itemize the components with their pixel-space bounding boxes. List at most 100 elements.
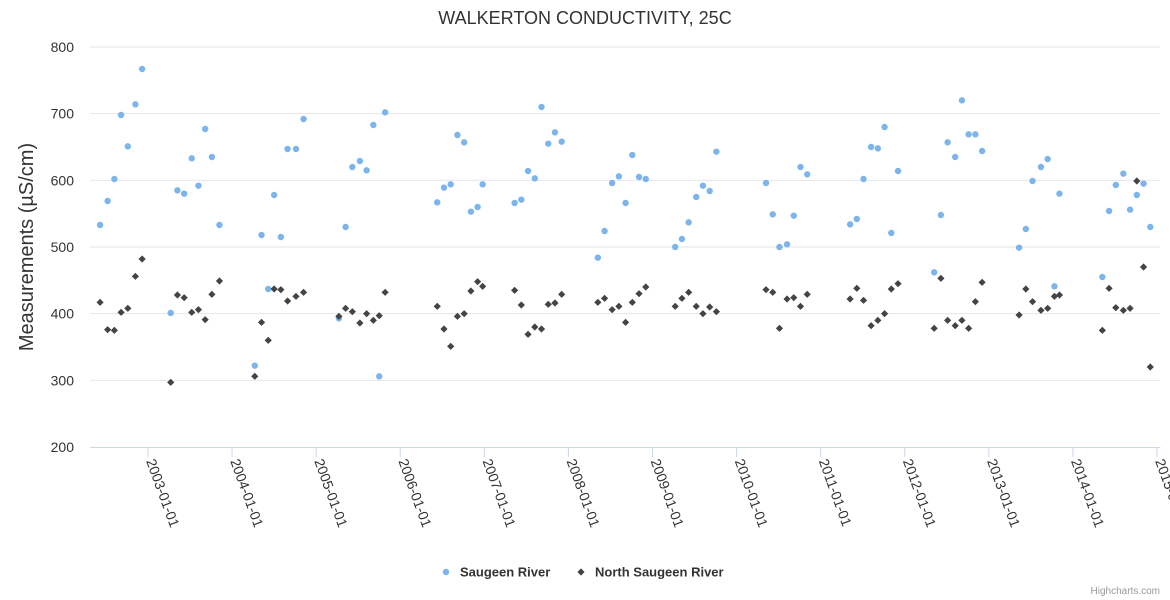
data-point[interactable] <box>511 286 519 294</box>
data-point[interactable] <box>517 301 525 309</box>
data-point[interactable] <box>601 227 608 235</box>
data-point[interactable] <box>1105 207 1113 215</box>
data-point[interactable] <box>215 277 224 285</box>
data-point[interactable] <box>173 291 182 299</box>
data-point[interactable] <box>775 324 784 332</box>
data-point[interactable] <box>440 184 448 191</box>
data-point[interactable] <box>342 223 349 231</box>
data-point[interactable] <box>608 179 616 187</box>
data-point[interactable] <box>363 310 371 318</box>
data-point[interactable] <box>369 316 377 324</box>
data-point[interactable] <box>270 191 278 199</box>
data-point[interactable] <box>251 372 259 380</box>
data-point[interactable] <box>1028 298 1037 306</box>
data-point[interactable] <box>846 295 854 303</box>
data-point[interactable] <box>348 308 356 316</box>
data-point[interactable] <box>978 278 986 286</box>
data-point[interactable] <box>642 283 650 291</box>
data-point[interactable] <box>1112 304 1120 312</box>
data-point[interactable] <box>96 298 104 306</box>
data-point[interactable] <box>381 288 389 296</box>
data-point[interactable] <box>699 310 707 318</box>
data-point[interactable] <box>972 131 979 138</box>
data-point[interactable] <box>1119 306 1127 314</box>
data-point[interactable] <box>594 298 602 306</box>
data-point[interactable] <box>258 231 265 239</box>
data-point[interactable] <box>958 316 966 324</box>
data-point[interactable] <box>299 288 308 296</box>
data-point[interactable] <box>874 145 882 152</box>
data-point[interactable] <box>195 182 202 189</box>
data-point[interactable] <box>776 243 783 251</box>
data-point[interactable] <box>188 155 195 162</box>
data-point[interactable] <box>363 167 370 174</box>
data-point[interactable] <box>971 298 979 306</box>
data-point[interactable] <box>1098 326 1106 334</box>
data-point[interactable] <box>622 199 629 207</box>
data-point[interactable] <box>1015 311 1023 319</box>
data-point[interactable] <box>341 304 350 312</box>
data-point[interactable] <box>265 285 272 293</box>
data-point[interactable] <box>804 171 811 178</box>
data-point[interactable] <box>853 284 861 292</box>
data-point[interactable] <box>930 324 938 332</box>
data-point[interactable] <box>264 336 272 344</box>
data-point[interactable] <box>642 175 649 183</box>
data-point[interactable] <box>790 212 797 219</box>
data-point[interactable] <box>447 181 454 188</box>
data-point[interactable] <box>621 318 630 326</box>
data-point[interactable] <box>434 199 441 206</box>
data-point[interactable] <box>138 65 146 73</box>
data-point[interactable] <box>693 193 700 201</box>
data-point[interactable] <box>284 145 291 153</box>
data-point[interactable] <box>474 278 482 286</box>
data-point[interactable] <box>1140 180 1147 187</box>
data-point[interactable] <box>1139 263 1148 271</box>
data-point[interactable] <box>881 123 888 131</box>
data-point[interactable] <box>551 129 559 136</box>
data-point[interactable] <box>201 125 209 133</box>
data-point[interactable] <box>1147 223 1154 231</box>
data-point[interactable] <box>370 121 377 129</box>
data-point[interactable] <box>783 241 791 248</box>
data-point[interactable] <box>1037 163 1045 171</box>
data-point[interactable] <box>769 288 777 296</box>
data-point[interactable] <box>608 306 616 314</box>
data-point[interactable] <box>692 302 700 310</box>
data-point[interactable] <box>349 163 356 171</box>
data-point[interactable] <box>1029 177 1036 185</box>
data-point[interactable] <box>672 243 679 251</box>
data-point[interactable] <box>479 282 487 290</box>
data-point[interactable] <box>1022 225 1030 233</box>
data-point[interactable] <box>524 167 532 175</box>
data-point[interactable] <box>467 208 475 215</box>
data-point[interactable] <box>376 373 383 380</box>
data-point[interactable] <box>887 285 895 293</box>
data-point[interactable] <box>117 308 125 316</box>
data-point[interactable] <box>965 131 972 138</box>
data-point[interactable] <box>1022 285 1030 293</box>
data-point[interactable] <box>479 181 486 188</box>
data-point[interactable] <box>270 285 278 293</box>
data-point[interactable] <box>706 303 714 311</box>
data-point[interactable] <box>894 167 902 175</box>
data-point[interactable] <box>433 302 441 310</box>
data-point[interactable] <box>124 304 132 312</box>
data-point[interactable] <box>951 322 959 330</box>
data-point[interactable] <box>251 362 258 369</box>
data-point[interactable] <box>888 229 895 237</box>
data-point[interactable] <box>292 292 300 300</box>
credits-link[interactable]: Highcharts.com <box>1091 586 1160 597</box>
data-point[interactable] <box>1099 273 1106 281</box>
data-point[interactable] <box>208 153 216 161</box>
data-point[interactable] <box>216 221 223 229</box>
data-point[interactable] <box>474 203 481 211</box>
data-point[interactable] <box>96 221 104 229</box>
data-point[interactable] <box>335 312 343 320</box>
data-point[interactable] <box>937 211 945 219</box>
data-point[interactable] <box>537 325 546 333</box>
data-point[interactable] <box>124 143 132 150</box>
data-point[interactable] <box>860 175 867 183</box>
data-point[interactable] <box>894 280 902 288</box>
data-point[interactable] <box>460 310 468 318</box>
